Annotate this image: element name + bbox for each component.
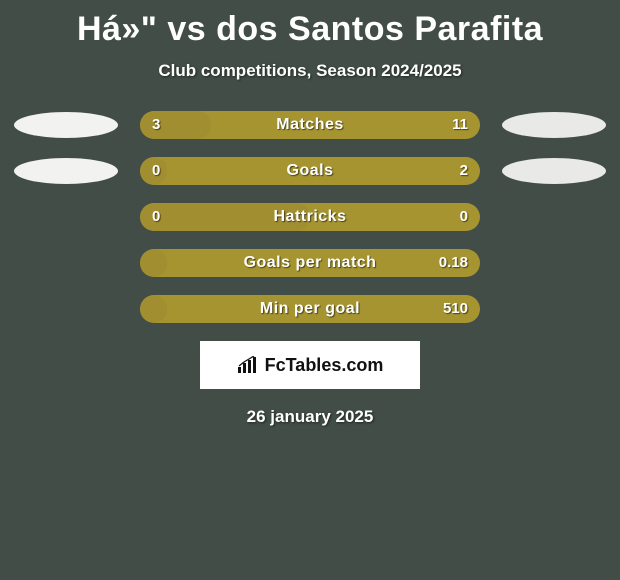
stat-label: Matches	[140, 111, 480, 139]
source-logo: FcTables.com	[200, 341, 420, 389]
comparison-subtitle: Club competitions, Season 2024/2025	[0, 61, 620, 81]
comparison-title: Há»" vs dos Santos Parafita	[0, 0, 620, 49]
player-left-marker	[14, 250, 118, 276]
player-left-marker	[14, 112, 118, 138]
stat-right-value: 0	[460, 203, 468, 231]
stat-right-value: 11	[452, 111, 468, 139]
bar-chart-icon	[237, 356, 259, 374]
player-left-marker	[14, 296, 118, 322]
stat-right-value: 510	[443, 295, 468, 323]
stat-right-value: 0.18	[439, 249, 468, 277]
stat-row: 0Hattricks0	[0, 203, 620, 231]
player-right-marker	[502, 296, 606, 322]
stat-right-value: 2	[460, 157, 468, 185]
stats-container: 3Matches110Goals20Hattricks0Goals per ma…	[0, 111, 620, 323]
player-right-marker	[502, 204, 606, 230]
snapshot-date: 26 january 2025	[0, 407, 620, 427]
player-left-marker	[14, 158, 118, 184]
stat-bar: 0Goals2	[140, 157, 480, 185]
source-logo-text: FcTables.com	[237, 355, 384, 376]
stat-row: Min per goal510	[0, 295, 620, 323]
stat-row: Goals per match0.18	[0, 249, 620, 277]
stat-label: Goals	[140, 157, 480, 185]
stat-bar: 0Hattricks0	[140, 203, 480, 231]
stat-bar: Goals per match0.18	[140, 249, 480, 277]
stat-label: Goals per match	[140, 249, 480, 277]
stat-label: Hattricks	[140, 203, 480, 231]
stat-bar: 3Matches11	[140, 111, 480, 139]
stat-label: Min per goal	[140, 295, 480, 323]
stat-row: 3Matches11	[0, 111, 620, 139]
player-right-marker	[502, 250, 606, 276]
stat-row: 0Goals2	[0, 157, 620, 185]
player-left-marker	[14, 204, 118, 230]
stat-bar: Min per goal510	[140, 295, 480, 323]
source-logo-label: FcTables.com	[265, 355, 384, 376]
player-right-marker	[502, 112, 606, 138]
player-right-marker	[502, 158, 606, 184]
